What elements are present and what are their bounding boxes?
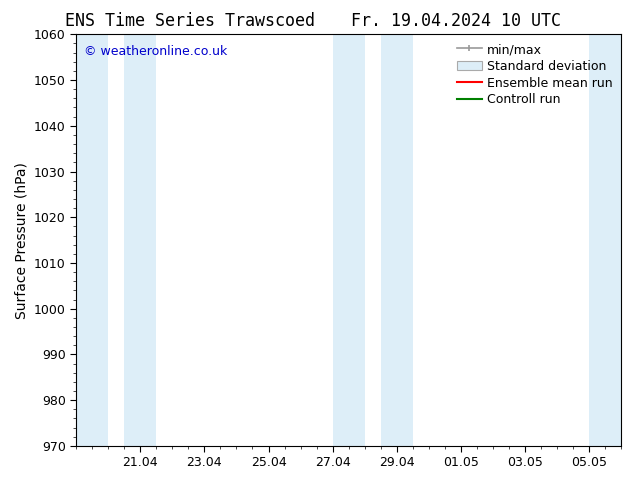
Y-axis label: Surface Pressure (hPa): Surface Pressure (hPa) [14, 162, 29, 318]
Legend: min/max, Standard deviation, Ensemble mean run, Controll run: min/max, Standard deviation, Ensemble me… [455, 41, 615, 109]
Bar [333, 34, 365, 446]
Text: Fr. 19.04.2024 10 UTC: Fr. 19.04.2024 10 UTC [351, 12, 562, 30]
Bar [589, 34, 621, 446]
Text: © weatheronline.co.uk: © weatheronline.co.uk [84, 45, 228, 58]
Bar [76, 34, 108, 446]
Text: ENS Time Series Trawscoed: ENS Time Series Trawscoed [65, 12, 315, 30]
Bar [124, 34, 156, 446]
Bar [381, 34, 413, 446]
